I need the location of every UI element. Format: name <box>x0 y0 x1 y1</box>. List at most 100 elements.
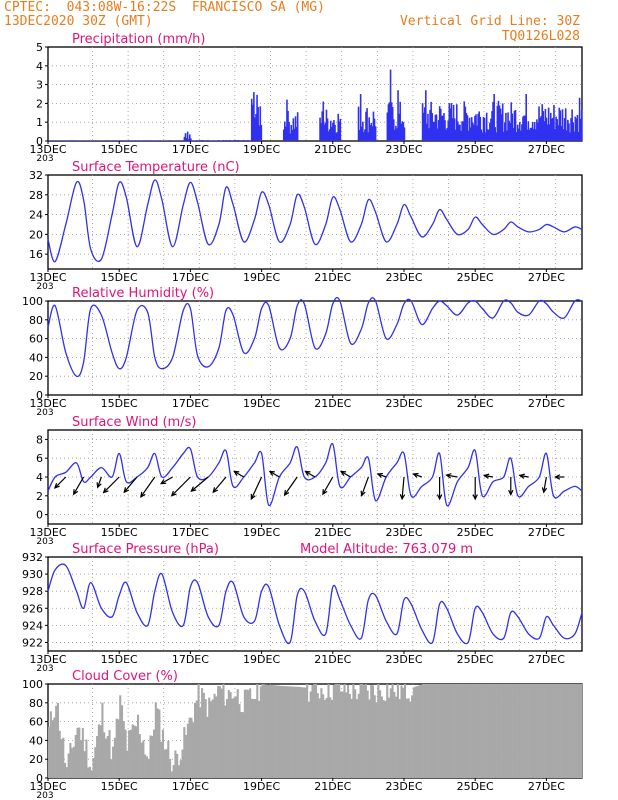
wind-arrow <box>401 476 405 499</box>
precip-bar <box>486 129 489 141</box>
x-tick-label: 23DEC <box>385 653 422 666</box>
precip-bar <box>577 131 580 141</box>
cloud-bar <box>55 705 58 778</box>
cloud-bar <box>307 701 310 778</box>
precip-bar <box>233 140 236 141</box>
precip-bar <box>515 132 518 141</box>
precip-bar <box>450 103 453 141</box>
precip-bar <box>194 140 196 141</box>
wind-arrow-head <box>376 472 383 478</box>
precip-bar <box>247 140 250 141</box>
precip-bar <box>127 140 129 141</box>
cloud-bar <box>282 686 286 778</box>
cloud-bar <box>145 756 148 778</box>
precip-bar <box>461 121 463 141</box>
x-cut-label: 203 <box>36 408 53 418</box>
precip-bar <box>573 131 576 141</box>
cloud-bar <box>396 684 399 778</box>
cloud-bar <box>274 685 277 778</box>
precip-bar <box>467 130 470 141</box>
precip-bar <box>528 129 531 141</box>
x-tick-label: 17DEC <box>172 143 209 156</box>
precip-bar <box>374 126 377 141</box>
cloud-bar <box>389 688 392 778</box>
cloud-bar <box>297 686 300 778</box>
cloud-bar <box>179 760 182 778</box>
cloud-bar <box>211 699 214 778</box>
cloud-bar <box>250 698 253 778</box>
precip-bar <box>193 140 195 141</box>
precip-bar <box>402 122 405 141</box>
precip-bar <box>361 121 364 141</box>
wind-arrow-head <box>283 489 290 497</box>
precip-bar <box>545 117 548 141</box>
precip-bar <box>285 126 287 141</box>
precip-bar <box>445 129 447 141</box>
cloud-bar <box>537 684 540 778</box>
precip-bar <box>462 121 464 141</box>
precip-bar <box>399 101 401 141</box>
precip-bar <box>468 117 471 141</box>
cloud-bar <box>496 684 499 778</box>
precip-bar <box>246 140 249 141</box>
precip-bar <box>392 119 395 141</box>
precip-bar <box>532 128 535 141</box>
precip-bar <box>559 110 562 141</box>
wind-arrow-head <box>140 491 146 498</box>
cloud-bar <box>350 698 353 778</box>
cloud-bar <box>195 700 198 778</box>
precip-bar <box>187 139 190 141</box>
cloud-bar <box>242 712 245 778</box>
precip-bar <box>551 118 553 141</box>
cloud-bar <box>112 746 115 778</box>
precip-bar <box>541 104 544 141</box>
y-tick-label: 0 <box>36 135 43 148</box>
precip-bar <box>364 129 366 141</box>
cloud-bar <box>290 686 293 778</box>
cloud-bar <box>81 728 84 778</box>
cloud-bar <box>108 730 111 778</box>
precip-bar <box>474 115 476 141</box>
cloud-bar <box>247 690 250 778</box>
precip-bar <box>213 140 216 141</box>
precip-bar <box>460 130 462 141</box>
wind-arrow <box>446 474 458 478</box>
precip-bar <box>476 125 478 141</box>
cloud-bar <box>128 730 131 778</box>
precip-bar <box>359 94 362 141</box>
precip-bar <box>490 118 492 141</box>
cloud-bar <box>229 692 232 778</box>
precip-bar <box>457 121 459 141</box>
precip-bar <box>243 140 246 141</box>
precip-bar <box>400 123 403 141</box>
y-tick-label: 60 <box>29 333 43 346</box>
cloud-bar <box>542 684 545 778</box>
cloud-bar <box>485 684 488 778</box>
cloud-bar <box>249 688 252 778</box>
x-tick-label: 25DEC <box>457 271 494 284</box>
precip-bar <box>533 122 536 141</box>
cloud-bar <box>444 684 448 778</box>
precip-bar <box>395 125 397 141</box>
precip-bar <box>500 114 503 141</box>
cloud-bar <box>174 750 177 778</box>
precip-bar <box>507 112 509 141</box>
cloud-bar <box>120 705 124 778</box>
x-tick-label: 17DEC <box>172 780 209 793</box>
wind-arrow <box>233 470 245 478</box>
x-tick-label: 17DEC <box>172 526 209 539</box>
cloud-bar <box>525 684 528 778</box>
precip-bar <box>234 140 237 141</box>
cloud-bar <box>484 684 487 778</box>
precip-bar <box>256 94 258 141</box>
precip-bar <box>556 119 558 141</box>
cloud-bar <box>355 699 359 778</box>
wind-arrow <box>284 476 298 496</box>
cloud-bar <box>220 688 223 778</box>
cloud-bar <box>564 684 567 778</box>
precip-bar <box>235 140 238 141</box>
x-tick-label: 19DEC <box>243 143 280 156</box>
precip-bar <box>484 132 487 141</box>
precip-bar <box>242 140 244 141</box>
cloud-bar <box>190 717 193 778</box>
